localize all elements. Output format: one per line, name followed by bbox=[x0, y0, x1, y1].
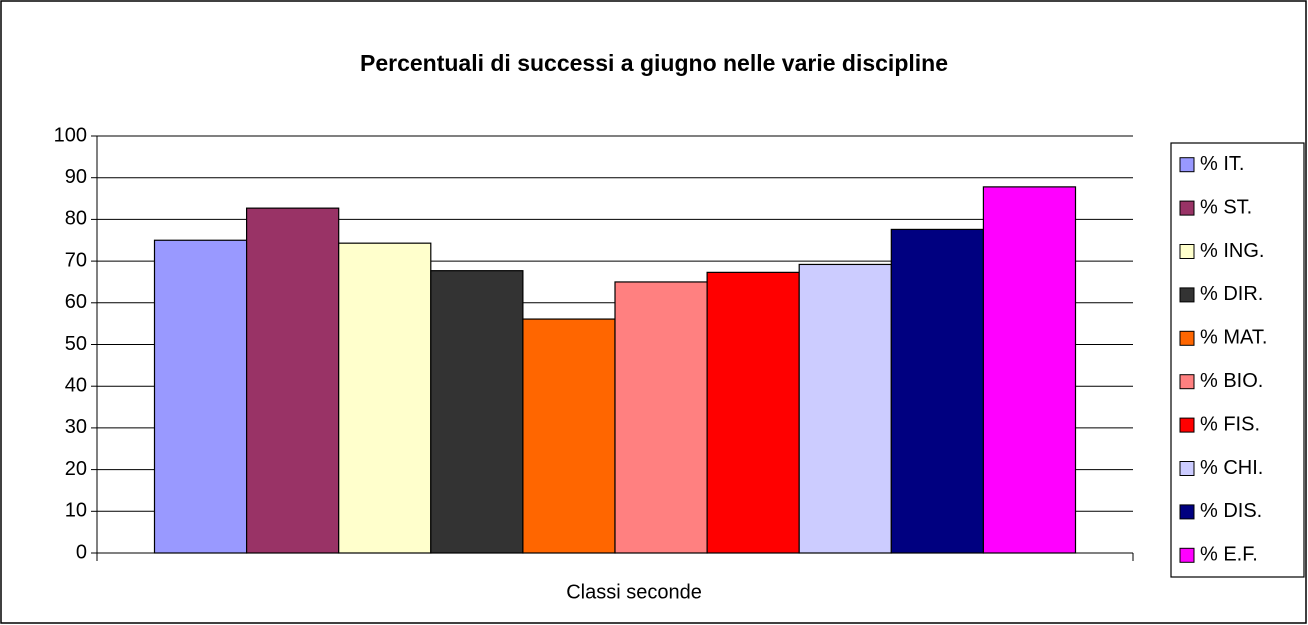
legend-label: % CHI. bbox=[1200, 457, 1263, 479]
bar bbox=[430, 270, 524, 554]
chart-title: Percentuali di successi a giugno nelle v… bbox=[360, 50, 948, 76]
y-tick-label: 40 bbox=[65, 374, 87, 396]
legend-label: % E.F. bbox=[1200, 544, 1258, 566]
y-tick-label: 60 bbox=[65, 291, 87, 313]
y-tick-label: 50 bbox=[65, 333, 87, 355]
y-tick-label: 80 bbox=[65, 208, 87, 230]
legend-label: % IT. bbox=[1200, 153, 1244, 175]
y-tick-label: 10 bbox=[65, 500, 87, 522]
legend-swatch bbox=[1179, 417, 1195, 433]
y-tick-label: 0 bbox=[76, 541, 87, 563]
bar bbox=[798, 263, 892, 554]
legend-label: % MAT. bbox=[1200, 327, 1267, 349]
y-tick-label: 90 bbox=[65, 166, 87, 188]
bar bbox=[614, 281, 708, 554]
bar bbox=[245, 207, 340, 554]
y-tick-label: 70 bbox=[65, 249, 87, 271]
legend-swatch bbox=[1179, 504, 1195, 520]
bar bbox=[706, 271, 800, 554]
legend-swatch bbox=[1179, 374, 1195, 390]
bar bbox=[153, 239, 248, 554]
y-tick-label: 30 bbox=[65, 416, 87, 438]
bar bbox=[890, 228, 985, 554]
legend-label: % FIS. bbox=[1200, 413, 1260, 435]
legend-label: % ING. bbox=[1200, 240, 1264, 262]
legend-swatch bbox=[1179, 244, 1195, 259]
legend-label: % DIR. bbox=[1200, 283, 1263, 305]
bar bbox=[522, 318, 616, 554]
bar bbox=[982, 186, 1077, 554]
legend-label: % DIS. bbox=[1200, 500, 1262, 522]
x-axis-label: Classi seconde bbox=[566, 581, 702, 603]
bar bbox=[338, 242, 432, 554]
legend-swatch bbox=[1179, 330, 1195, 346]
legend-swatch bbox=[1179, 461, 1195, 476]
y-tick-label: 100 bbox=[54, 124, 87, 146]
legend-swatch bbox=[1179, 547, 1195, 563]
legend-swatch bbox=[1179, 157, 1195, 173]
legend-label: % ST. bbox=[1200, 196, 1252, 218]
y-tick-label: 20 bbox=[65, 458, 87, 480]
legend-swatch bbox=[1179, 287, 1195, 303]
legend-swatch bbox=[1179, 200, 1195, 216]
legend-label: % BIO. bbox=[1200, 370, 1263, 392]
